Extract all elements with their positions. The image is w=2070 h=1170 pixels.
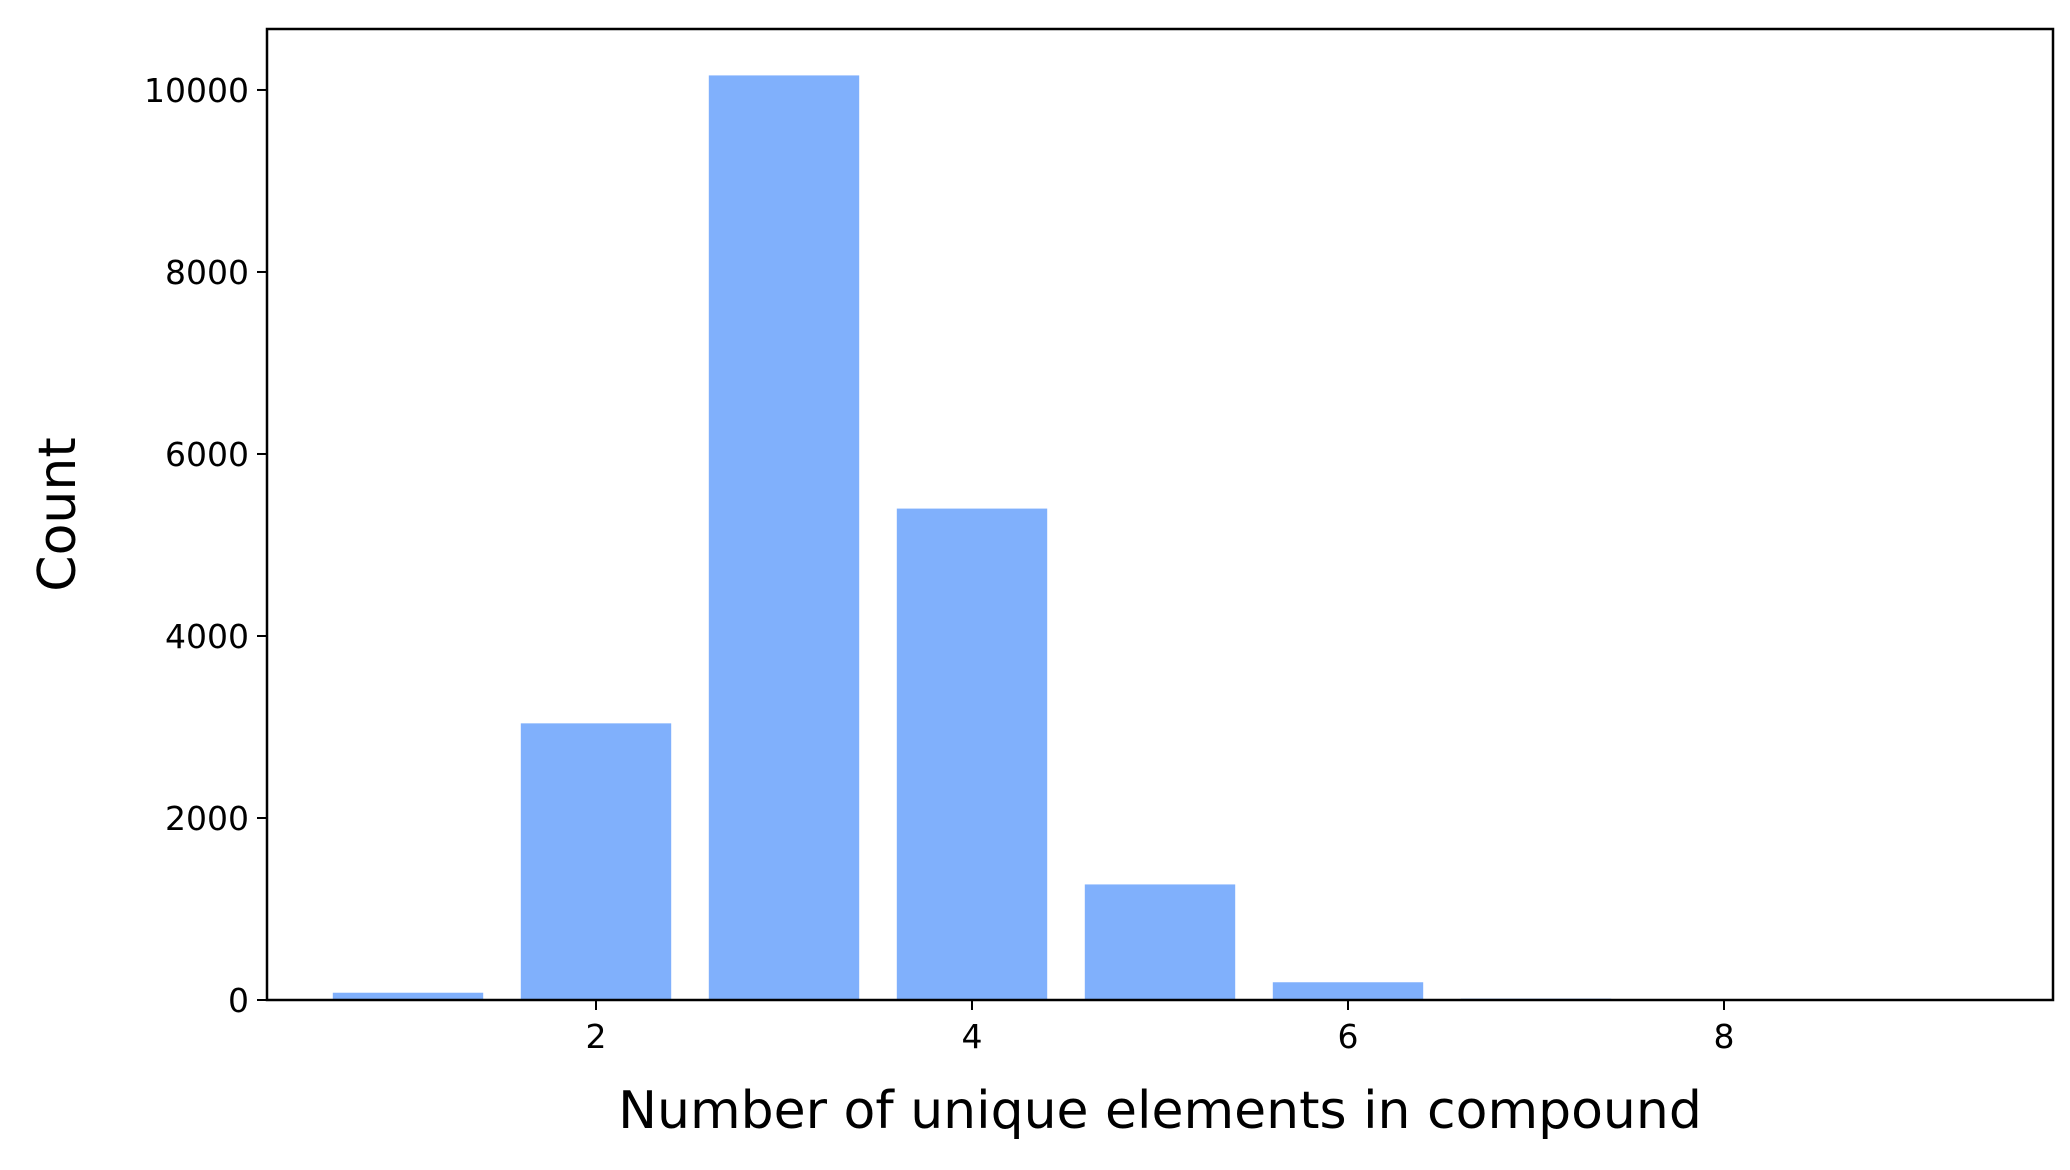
bar-4 — [896, 508, 1048, 1000]
y-tick-label: 0 — [228, 981, 249, 1020]
bar-5 — [1084, 884, 1236, 1000]
y-tick-label: 2000 — [165, 799, 249, 838]
y-tick-label: 10000 — [144, 71, 249, 110]
y-tick-label: 6000 — [165, 435, 249, 474]
bars-group — [332, 75, 1800, 1000]
y-tick-label: 8000 — [165, 253, 249, 292]
bar-6 — [1272, 982, 1424, 1000]
x-tick-label: 8 — [1714, 1017, 1735, 1056]
plot-frame — [265, 27, 2055, 1002]
x-tick-label: 2 — [586, 1017, 607, 1056]
plot-area: 2 4 6 8 0 2000 4000 6000 8000 10000 — [144, 27, 2055, 1056]
x-tick-label: 4 — [962, 1017, 983, 1056]
y-axis-label: Count — [28, 437, 88, 591]
bar-3 — [708, 75, 860, 1000]
x-axis-label: Number of unique elements in compound — [618, 1081, 1702, 1141]
bar-2 — [520, 723, 672, 1000]
bar-1 — [332, 992, 484, 1000]
x-axis-ticks: 2 4 6 8 — [586, 1000, 1735, 1056]
x-tick-label: 6 — [1338, 1017, 1359, 1056]
y-axis-ticks: 0 2000 4000 6000 8000 10000 — [144, 71, 267, 1020]
y-tick-label: 4000 — [165, 617, 249, 656]
